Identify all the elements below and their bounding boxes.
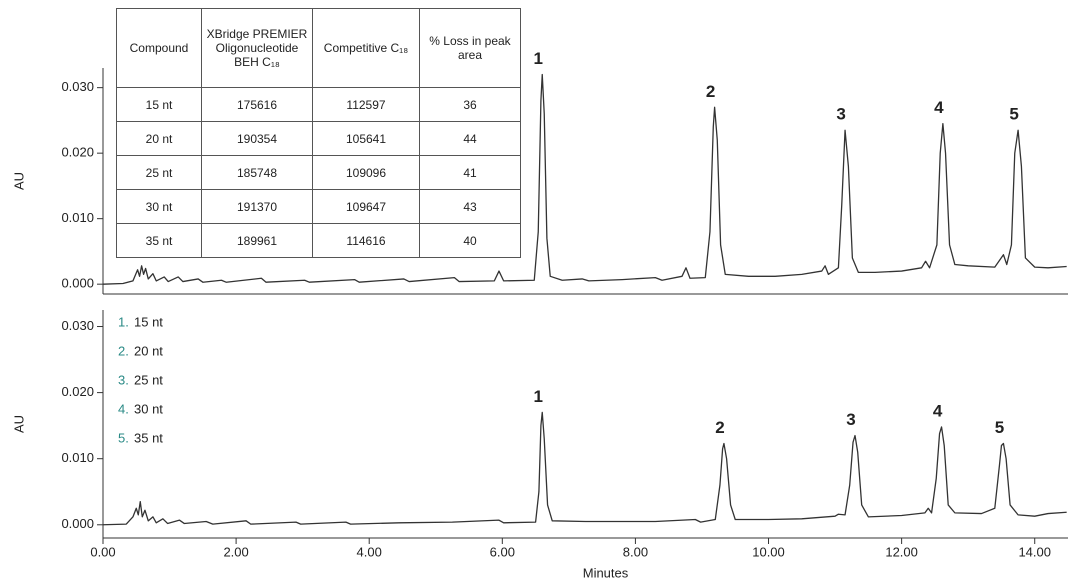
table-cell: 114616 bbox=[312, 223, 420, 258]
y-tick-label: 0.020 bbox=[61, 384, 94, 399]
table-cell: 15 nt bbox=[116, 87, 202, 122]
y-tick-label: 0.020 bbox=[61, 145, 94, 160]
peak-label: 4 bbox=[933, 401, 943, 420]
y-tick-label: 0.000 bbox=[61, 276, 94, 291]
table-cell: 20 nt bbox=[116, 121, 202, 156]
peak-label: 2 bbox=[706, 82, 715, 101]
table-row: 20 nt 190354 105641 44 bbox=[116, 121, 521, 156]
peak-label: 1 bbox=[534, 49, 543, 68]
header-row: Compound XBridge PREMIER Oligonucleotide … bbox=[116, 8, 521, 88]
peak-label: 4 bbox=[934, 98, 944, 117]
table-row: 15 nt 175616 112597 36 bbox=[116, 87, 521, 122]
y-axis-label: AU bbox=[11, 172, 26, 190]
peak-label: 5 bbox=[1009, 105, 1018, 124]
x-tick-label: 2.00 bbox=[223, 544, 248, 559]
table-cell: 44 bbox=[419, 121, 521, 156]
peak-label: 2 bbox=[715, 418, 724, 437]
legend-label: 35 nt bbox=[134, 430, 163, 445]
legend-label: 25 nt bbox=[134, 372, 163, 387]
y-tick-label: 0.030 bbox=[61, 318, 94, 333]
table-body: Compound XBridge PREMIER Oligonucleotide … bbox=[116, 8, 521, 258]
x-tick-label: 10.00 bbox=[752, 544, 785, 559]
legend-number: 4. bbox=[118, 401, 129, 416]
table-cell: 109647 bbox=[312, 189, 420, 224]
table-cell: 43 bbox=[419, 189, 521, 224]
peak-label: 5 bbox=[995, 418, 1004, 437]
peak-label: 3 bbox=[846, 410, 855, 429]
header-cell: Competitive C₁₈ bbox=[312, 8, 420, 88]
x-tick-label: 0.00 bbox=[90, 544, 115, 559]
trace bbox=[102, 411, 1067, 526]
table-cell: 105641 bbox=[312, 121, 420, 156]
y-axis-label: AU bbox=[11, 415, 26, 433]
x-tick-label: 14.00 bbox=[1018, 544, 1051, 559]
table-row: 25 nt 185748 109096 41 bbox=[116, 155, 521, 190]
table-cell: 185748 bbox=[201, 155, 313, 190]
y-tick-label: 0.030 bbox=[61, 79, 94, 94]
x-tick-label: 6.00 bbox=[490, 544, 515, 559]
legend-number: 1. bbox=[118, 314, 129, 329]
table-cell: 30 nt bbox=[116, 189, 202, 224]
table-cell: 35 nt bbox=[116, 223, 202, 258]
table-cell: 41 bbox=[419, 155, 521, 190]
x-tick-label: 12.00 bbox=[885, 544, 918, 559]
results-table: Compound XBridge PREMIER Oligonucleotide … bbox=[116, 8, 521, 258]
x-tick-label: 4.00 bbox=[357, 544, 382, 559]
y-tick-label: 0.000 bbox=[61, 516, 94, 531]
table-cell: 175616 bbox=[201, 87, 313, 122]
header-cell: Compound bbox=[116, 8, 202, 88]
peak-label: 1 bbox=[534, 387, 543, 406]
peak-label: 3 bbox=[836, 105, 845, 124]
trace bbox=[102, 73, 1067, 285]
table-cell: 191370 bbox=[201, 189, 313, 224]
y-tick-label: 0.010 bbox=[61, 450, 94, 465]
legend-number: 5. bbox=[118, 430, 129, 445]
x-axis-label: Minutes bbox=[583, 565, 629, 580]
table-cell: 112597 bbox=[312, 87, 420, 122]
table-cell: 189961 bbox=[201, 223, 313, 258]
table-cell: 25 nt bbox=[116, 155, 202, 190]
legend-label: 30 nt bbox=[134, 401, 163, 416]
header-cell: % Loss in peak area bbox=[419, 8, 521, 88]
table-cell: 190354 bbox=[201, 121, 313, 156]
table-cell: 36 bbox=[419, 87, 521, 122]
table-row: 30 nt 191370 109647 43 bbox=[116, 189, 521, 224]
legend-label: 15 nt bbox=[134, 314, 163, 329]
legend-number: 3. bbox=[118, 372, 129, 387]
legend-number: 2. bbox=[118, 343, 129, 358]
header-cell: XBridge PREMIER Oligonucleotide BEH C₁₈ bbox=[201, 8, 313, 88]
legend-label: 20 nt bbox=[134, 343, 163, 358]
table-cell: 109096 bbox=[312, 155, 420, 190]
table-row: 35 nt 189961 114616 40 bbox=[116, 223, 521, 258]
table-cell: 40 bbox=[419, 223, 521, 258]
y-tick-label: 0.010 bbox=[61, 210, 94, 225]
x-tick-label: 8.00 bbox=[623, 544, 648, 559]
